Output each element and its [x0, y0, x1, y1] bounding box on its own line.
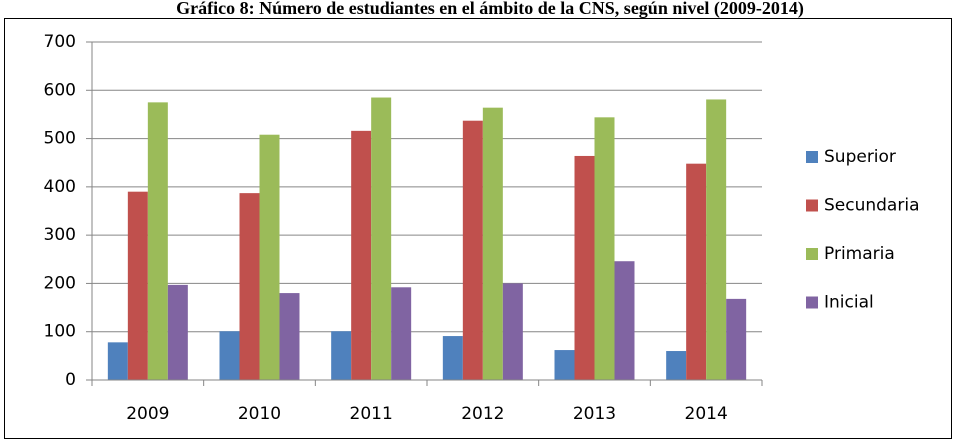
- bar: [614, 261, 635, 380]
- x-tick-label: 2009: [126, 404, 169, 424]
- bar: [554, 350, 575, 380]
- bar: [726, 298, 747, 380]
- chart-title: Gráfico 8: Número de estudiantes en el á…: [176, 0, 804, 19]
- bar: [594, 117, 615, 380]
- x-tick-label: 2013: [573, 404, 616, 424]
- bar: [351, 130, 372, 380]
- bar: [442, 336, 463, 380]
- bar: [574, 155, 595, 380]
- legend-label: Superior: [824, 147, 896, 167]
- x-tick-label: 2010: [238, 404, 281, 424]
- bar: [259, 134, 280, 380]
- legend-label: Inicial: [824, 293, 874, 313]
- y-tick-label: 500: [44, 129, 76, 149]
- bar: [127, 191, 148, 380]
- bar: [706, 99, 727, 381]
- bar: [331, 331, 352, 380]
- legend-label: Secundaria: [824, 196, 919, 216]
- y-tick-label: 0: [65, 370, 76, 390]
- y-tick-label: 400: [44, 177, 76, 197]
- bar: [686, 163, 707, 380]
- bar: [167, 284, 188, 380]
- x-tick-label: 2014: [685, 404, 728, 424]
- legend-label: Primaria: [824, 244, 895, 264]
- legend-swatch: [806, 151, 818, 163]
- bar: [391, 287, 412, 380]
- legend-swatch: [806, 199, 818, 212]
- bar: [371, 97, 392, 381]
- bar: [147, 102, 168, 380]
- legend-swatch: [806, 296, 818, 309]
- bar: [502, 283, 523, 380]
- bar: [482, 107, 503, 380]
- bar: [279, 293, 300, 380]
- bar: [666, 351, 687, 380]
- bar: [462, 120, 483, 380]
- bar: [107, 342, 128, 380]
- y-tick-label: 300: [44, 225, 76, 245]
- y-tick-label: 200: [44, 273, 76, 293]
- legend-swatch: [806, 248, 818, 260]
- y-tick-label: 100: [44, 322, 76, 342]
- bar: [219, 331, 240, 380]
- bar: [239, 193, 260, 380]
- y-tick-label: 600: [44, 80, 76, 100]
- x-tick-label: 2011: [350, 404, 393, 424]
- y-tick-label: 700: [44, 32, 76, 52]
- x-tick-label: 2012: [461, 404, 504, 424]
